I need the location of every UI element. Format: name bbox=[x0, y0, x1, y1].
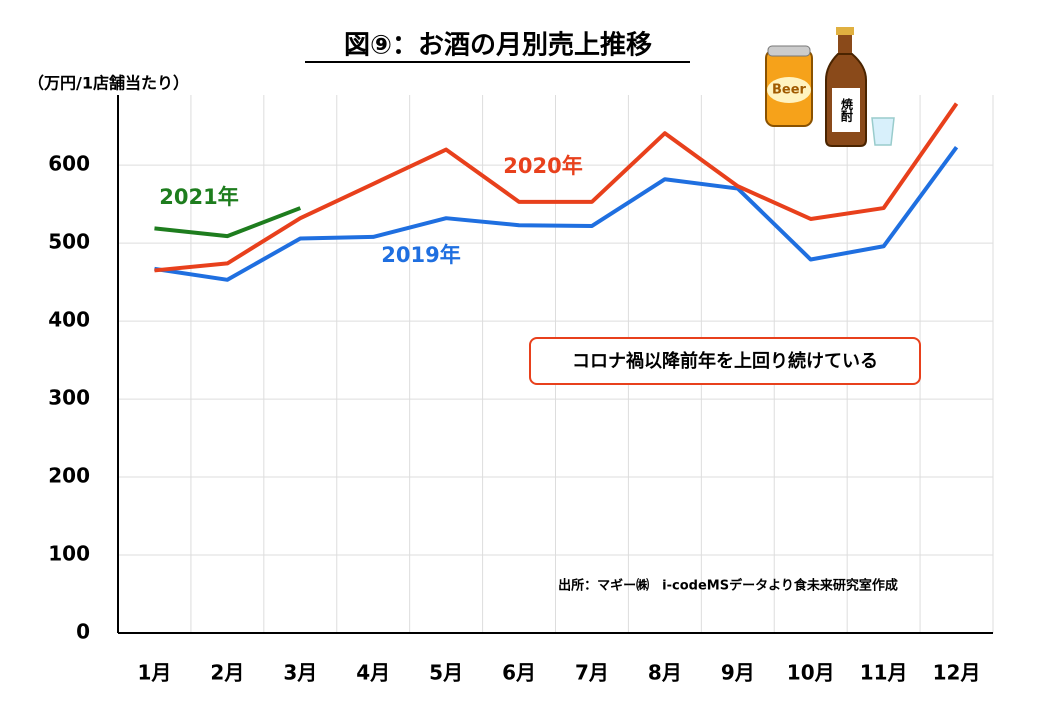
series-label: 2021年 bbox=[159, 185, 238, 209]
y-axis-label: （万円/1店舗当たり） bbox=[28, 74, 189, 93]
y-tick-label: 200 bbox=[48, 464, 90, 488]
x-tick-label: 10月 bbox=[787, 661, 835, 685]
x-tick-label: 9月 bbox=[721, 661, 755, 685]
x-tick-label: 4月 bbox=[356, 661, 390, 685]
series-label: 2020年 bbox=[503, 154, 582, 178]
y-tick-label: 100 bbox=[48, 542, 90, 566]
series-label: 2019年 bbox=[381, 243, 460, 267]
x-tick-label: 2月 bbox=[210, 661, 244, 685]
source: 出所：マギー㈱ i-codeMSデータより食未来研究室作成 bbox=[558, 578, 898, 594]
x-tick-label: 5月 bbox=[429, 661, 463, 685]
y-tick-label: 500 bbox=[48, 230, 90, 254]
annotation-box bbox=[529, 337, 921, 385]
series-line bbox=[154, 102, 959, 273]
x-tick-label: 8月 bbox=[648, 661, 682, 685]
illustration-label: Beer bbox=[772, 83, 807, 98]
illustration-label: 焼酎 bbox=[840, 97, 854, 123]
x-tick-label: 6月 bbox=[502, 661, 536, 685]
shochu-bottle: 焼酎 bbox=[825, 27, 895, 147]
series-line bbox=[154, 206, 302, 239]
y-tick-label: 400 bbox=[48, 308, 90, 332]
beer-can: Beer bbox=[765, 45, 813, 127]
y-tick-label: 300 bbox=[48, 386, 90, 410]
x-tick-label: 3月 bbox=[283, 661, 317, 685]
x-tick-label: 12月 bbox=[933, 661, 981, 685]
series-line bbox=[154, 146, 959, 282]
x-tick-label: 11月 bbox=[860, 661, 908, 685]
x-tick-label: 1月 bbox=[137, 661, 171, 685]
annotation: コロナ禍以降前年を上回り続けている bbox=[572, 350, 878, 372]
chart-title: 図⑨：お酒の月別売上推移 bbox=[344, 31, 652, 61]
x-tick-label: 7月 bbox=[575, 661, 609, 685]
y-tick-label: 600 bbox=[48, 152, 90, 176]
y-tick-label: 0 bbox=[76, 620, 90, 644]
